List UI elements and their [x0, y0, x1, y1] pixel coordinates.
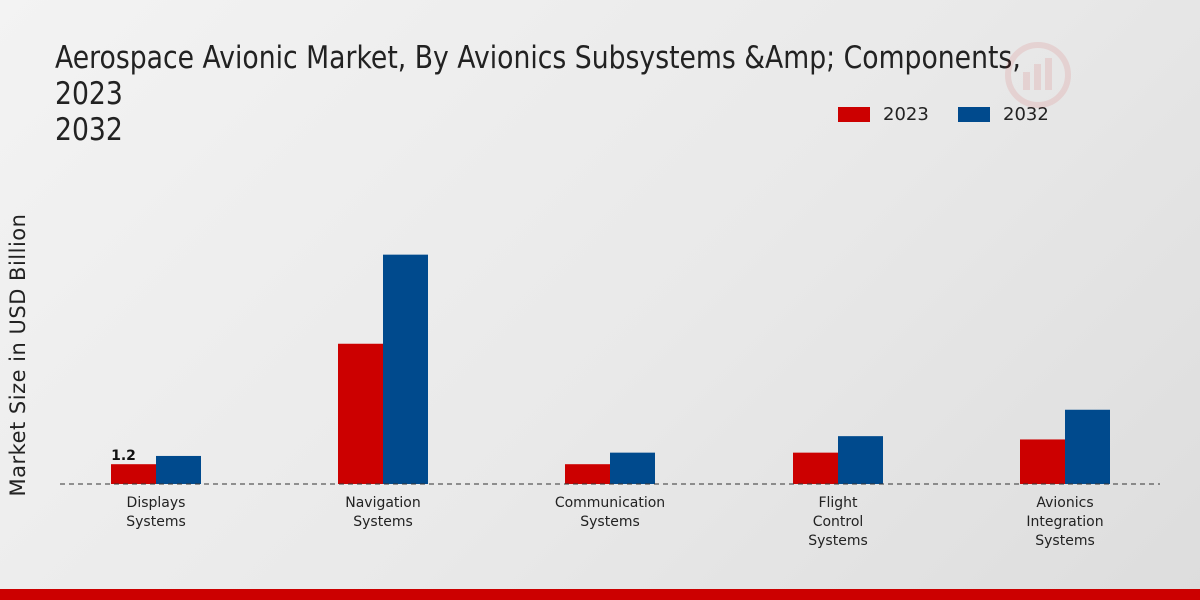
bar-2023-2	[565, 464, 610, 484]
bar-2023-3	[793, 452, 838, 484]
chart-title: Aerospace Avionic Market, By Avionics Su…	[55, 40, 1021, 148]
legend-swatch-2032	[958, 107, 990, 122]
x-tick-label-4: Avionics Integration Systems	[1026, 495, 1103, 549]
legend-label-2023: 2023	[883, 104, 929, 125]
x-tick-label-1: Navigation Systems	[345, 495, 421, 530]
bar-2032-0	[156, 455, 201, 484]
bar-2023-4	[1020, 439, 1065, 484]
bar-2032-2	[610, 452, 655, 484]
bottom-accent-bar	[0, 589, 1200, 600]
legend-label-2032: 2032	[1003, 104, 1049, 125]
watermark-logo-icon	[1005, 42, 1071, 108]
legend-swatch-2023	[838, 107, 870, 122]
x-tick-label-0: Displays Systems	[126, 495, 186, 530]
data-label-0: 1.2	[111, 448, 136, 464]
x-tick-label-3: Flight Control Systems	[808, 495, 868, 549]
bar-2032-3	[838, 436, 883, 484]
bar-2023-0	[111, 464, 156, 484]
bar-2023-1	[338, 343, 383, 484]
x-tick-label-2: Communication Systems	[555, 495, 665, 530]
bar-2032-4	[1065, 409, 1110, 484]
bar-2032-1	[383, 254, 428, 484]
